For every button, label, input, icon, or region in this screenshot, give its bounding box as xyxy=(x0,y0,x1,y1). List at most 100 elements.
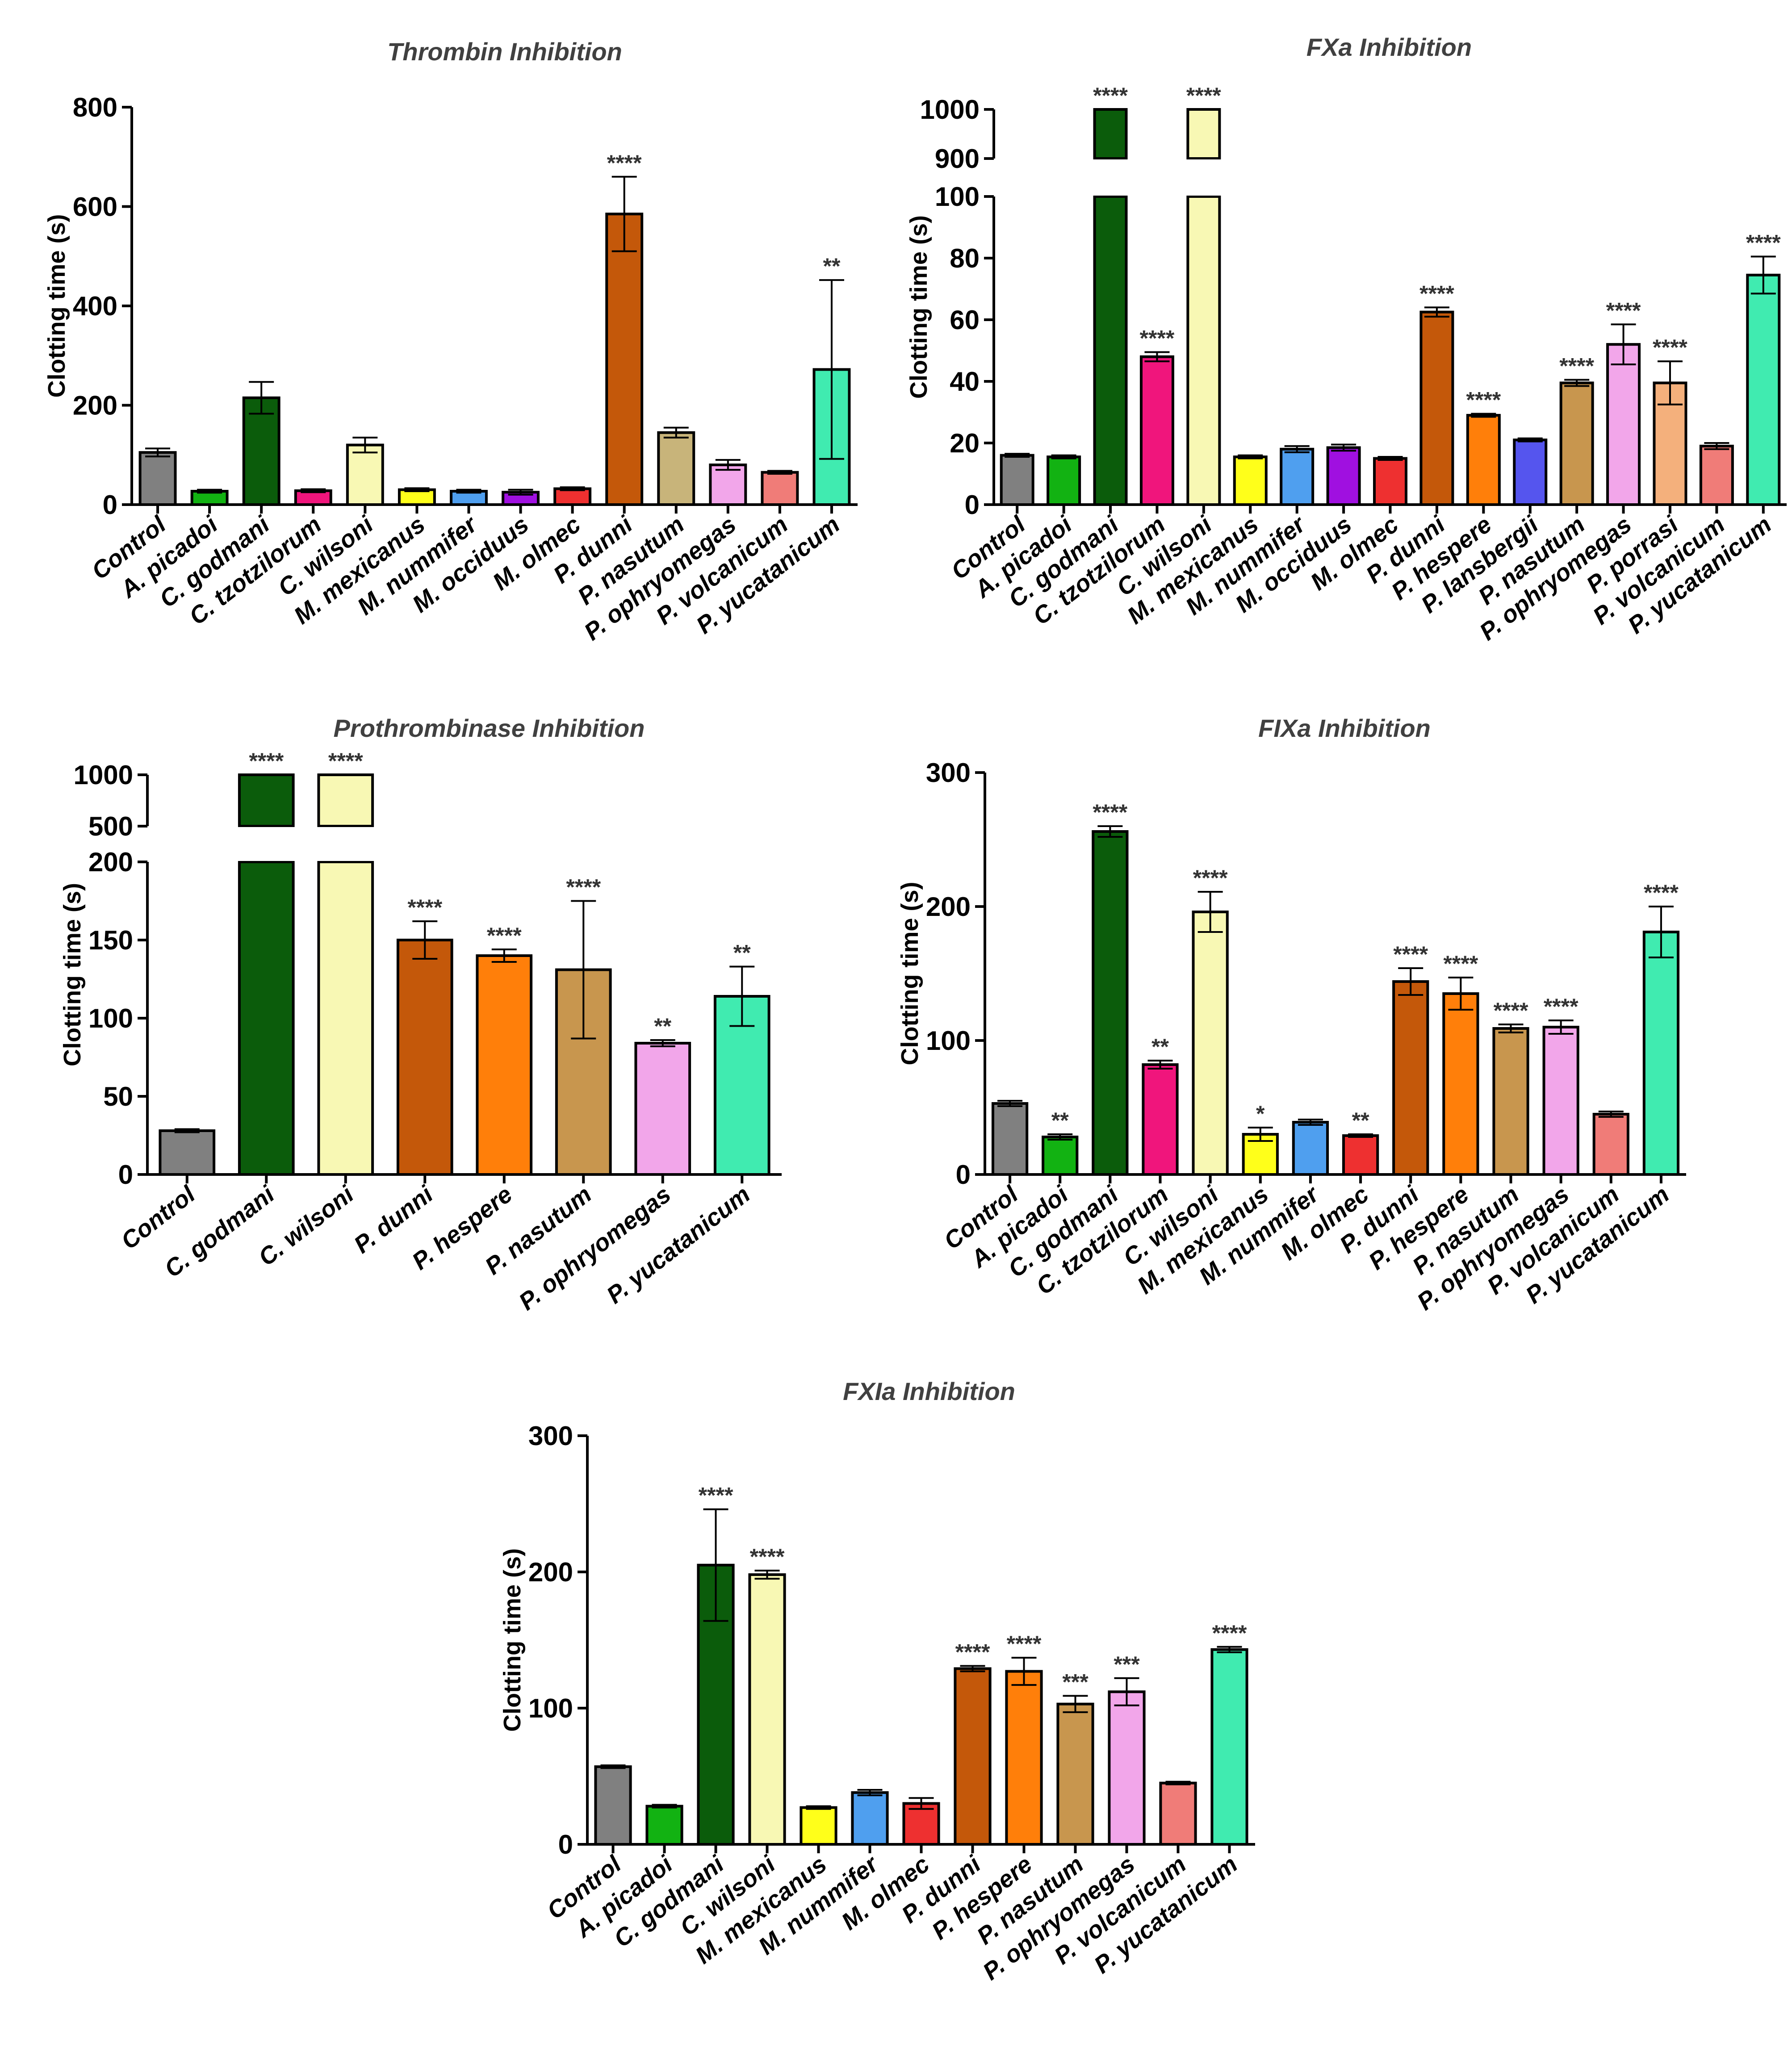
bar xyxy=(553,487,592,506)
significance-label: ** xyxy=(1051,1108,1069,1133)
significance-label: **** xyxy=(1544,994,1578,1019)
significance-label: **** xyxy=(1559,354,1594,379)
bar xyxy=(1466,414,1501,506)
chart-title: Thrombin Inhibition xyxy=(387,38,622,66)
bar xyxy=(1047,455,1081,506)
significance-label: *** xyxy=(1062,1670,1089,1695)
bar xyxy=(1233,455,1268,506)
bar xyxy=(396,939,453,1176)
chart-title: FXIa Inhibition xyxy=(843,1377,1015,1405)
significance-label: **** xyxy=(1494,998,1528,1023)
bar xyxy=(1419,310,1454,506)
bar xyxy=(991,1102,1029,1176)
bar xyxy=(594,1765,632,1846)
bar xyxy=(1280,447,1315,506)
y-tick-label: 500 xyxy=(88,811,133,841)
bar xyxy=(238,773,295,827)
significance-label: ** xyxy=(1151,1034,1169,1059)
significance-label: **** xyxy=(1443,951,1478,976)
bar xyxy=(476,954,533,1176)
significance-label: **** xyxy=(955,1639,990,1664)
bar xyxy=(346,443,384,506)
significance-label: **** xyxy=(566,875,601,900)
bar xyxy=(1746,273,1781,506)
bar xyxy=(1392,980,1429,1176)
significance-label: **** xyxy=(1193,865,1228,890)
axis-break-gap xyxy=(1092,159,1129,196)
chart-title: FXa Inhibition xyxy=(1306,33,1472,61)
bar xyxy=(1093,108,1128,160)
y-axis-label: Clotting time (s) xyxy=(43,214,70,398)
y-axis-label: Clotting time (s) xyxy=(905,215,932,399)
bar xyxy=(138,451,177,506)
bar xyxy=(317,773,374,827)
significance-label: ** xyxy=(654,1014,671,1039)
bar xyxy=(954,1667,992,1846)
y-tick-label: 0 xyxy=(956,1160,971,1190)
significance-label: **** xyxy=(1653,335,1687,360)
bar xyxy=(1142,1063,1179,1176)
significance-label: **** xyxy=(249,748,284,773)
significance-label: **** xyxy=(607,150,642,176)
bar xyxy=(709,464,747,506)
bar xyxy=(1000,454,1034,506)
bar xyxy=(657,431,695,506)
bar xyxy=(645,1805,683,1846)
bar xyxy=(634,1042,691,1176)
bar xyxy=(1292,1121,1329,1176)
bar xyxy=(1192,911,1229,1176)
bar xyxy=(800,1806,837,1846)
significance-label: **** xyxy=(1393,942,1428,967)
y-tick-label: 40 xyxy=(950,367,980,397)
y-tick-label: 0 xyxy=(103,490,117,520)
significance-label: **** xyxy=(1093,83,1128,108)
axis-break-gap xyxy=(1185,159,1223,196)
y-tick-label: 100 xyxy=(528,1693,573,1723)
bar xyxy=(748,1573,786,1846)
axis-break-gap xyxy=(236,827,296,861)
y-tick-label: 1000 xyxy=(920,95,980,125)
y-tick-label: 1000 xyxy=(74,760,133,790)
bar xyxy=(1186,108,1221,160)
fxia-chart: FXIa Inhibition Clotting time (s) 0 100 200 3… xyxy=(499,1377,1255,1985)
y-axis-label: Clotting time (s) xyxy=(59,883,86,1066)
y-tick-label: 200 xyxy=(528,1557,573,1587)
bar xyxy=(1108,1690,1146,1846)
chart-title: Prothrombinase Inhibition xyxy=(334,714,645,742)
bar xyxy=(605,213,644,506)
bar xyxy=(1542,1026,1579,1176)
significance-label: **** xyxy=(1212,1621,1247,1646)
y-tick-label: 600 xyxy=(73,192,117,222)
y-tick-label: 300 xyxy=(926,758,971,788)
y-tick-label: 300 xyxy=(528,1421,573,1451)
axis-break-gap xyxy=(316,827,376,861)
significance-label: **** xyxy=(1466,387,1501,412)
y-tick-label: 200 xyxy=(73,391,117,421)
significance-label: **** xyxy=(407,895,442,920)
y-tick-label: 20 xyxy=(950,428,980,458)
bar xyxy=(761,471,799,506)
y-tick-label: 200 xyxy=(926,892,971,922)
significance-label: *** xyxy=(1114,1652,1140,1677)
y-tick-label: 200 xyxy=(88,847,133,877)
y-tick-label: 80 xyxy=(950,243,980,273)
y-tick-label: 0 xyxy=(965,490,980,520)
bar xyxy=(1210,1648,1248,1846)
thrombin-chart: Thrombin Inhibition Clotting time (s) 0 200… xyxy=(43,38,858,646)
bar xyxy=(1042,1136,1079,1176)
significance-label: **** xyxy=(1093,800,1127,825)
significance-label: **** xyxy=(1140,326,1175,351)
y-axis-label: Clotting time (s) xyxy=(896,882,923,1066)
y-tick-label: 100 xyxy=(88,1003,133,1033)
significance-label: **** xyxy=(699,1483,733,1508)
significance-label: **** xyxy=(1746,230,1781,255)
y-tick-label: 0 xyxy=(118,1160,133,1190)
bar xyxy=(1492,1027,1529,1176)
bar xyxy=(1442,992,1479,1176)
y-tick-label: 50 xyxy=(103,1082,133,1112)
significance-label: ** xyxy=(733,940,751,965)
significance-label: **** xyxy=(1606,298,1641,323)
significance-label: **** xyxy=(1419,281,1454,306)
y-tick-label: 400 xyxy=(73,291,117,321)
